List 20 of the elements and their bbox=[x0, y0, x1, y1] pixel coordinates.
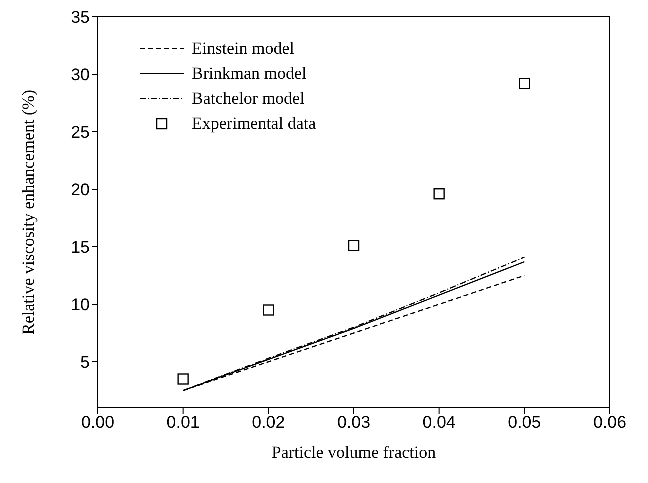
y-tick-label: 10 bbox=[71, 296, 90, 315]
legend-label: Batchelor model bbox=[192, 88, 305, 108]
x-tick-label: 0.02 bbox=[252, 413, 286, 432]
x-tick-label: 0.06 bbox=[593, 413, 627, 432]
x-tick-label: 0.00 bbox=[81, 413, 115, 432]
y-tick-label: 15 bbox=[71, 238, 90, 258]
x-tick-label: 0.01 bbox=[166, 413, 200, 432]
legend-label: Einstein model bbox=[192, 38, 294, 58]
x-tick-label: 0.05 bbox=[508, 413, 542, 432]
legend-label: Experimental data bbox=[192, 114, 316, 134]
x-tick-label: 0.04 bbox=[422, 413, 456, 432]
x-axis-title: Particle volume fraction bbox=[272, 443, 437, 462]
y-axis-title: Relative viscosity enhancement (%) bbox=[19, 90, 38, 335]
y-tick-label: 20 bbox=[71, 180, 90, 200]
x-tick-label: 0.03 bbox=[337, 413, 371, 432]
y-tick-label: 35 bbox=[71, 8, 90, 28]
y-tick-label: 5 bbox=[80, 353, 90, 372]
y-tick-label: 25 bbox=[71, 123, 90, 142]
legend-label: Brinkman model bbox=[192, 64, 307, 84]
y-tick-label: 30 bbox=[71, 66, 90, 85]
